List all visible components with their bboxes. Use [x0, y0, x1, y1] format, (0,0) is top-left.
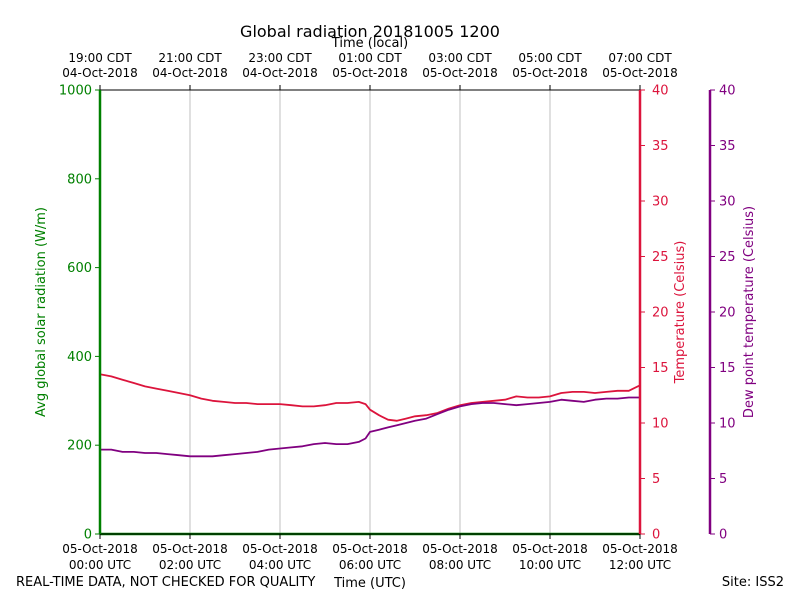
y-axis-label-right: Temperature (Celsius) — [673, 241, 688, 385]
right2-tick-label: 5 — [719, 472, 727, 487]
x-tick-label-top-date: 04-Oct-2018 — [242, 66, 318, 80]
x-tick-label-bottom-time: 12:00 UTC — [609, 558, 671, 572]
left-tick-label: 200 — [67, 439, 92, 454]
right2-tick-label: 40 — [719, 84, 736, 99]
series-line-2 — [100, 396, 640, 458]
x-tick-label-bottom-date: 05-Oct-2018 — [152, 542, 228, 556]
x-tick-label-top-date: 05-Oct-2018 — [602, 66, 678, 80]
chart-title: Global radiation 20181005 1200 — [240, 22, 500, 41]
left-tick-label: 600 — [67, 261, 92, 276]
left-tick-label: 0 — [84, 528, 92, 543]
x-tick-label-top-time: 03:00 CDT — [428, 51, 492, 65]
right2-tick-label: 35 — [719, 139, 736, 154]
x-tick-label-bottom-time: 10:00 UTC — [519, 558, 581, 572]
right2-tick-label: 15 — [719, 361, 736, 376]
x-tick-label-bottom-time: 04:00 UTC — [249, 558, 311, 572]
x-tick-label-top-time: 01:00 CDT — [338, 51, 402, 65]
right-tick-label: 25 — [652, 250, 669, 265]
right-tick-label: 35 — [652, 139, 669, 154]
x-tick-label-top-date: 05-Oct-2018 — [512, 66, 588, 80]
axes: 0200400600800100005101520253035400510152… — [59, 51, 736, 572]
x-tick-label-bottom-date: 05-Oct-2018 — [512, 542, 588, 556]
x-label-top: Time (local) — [331, 36, 408, 51]
x-tick-label-top-date: 05-Oct-2018 — [332, 66, 408, 80]
right2-tick-label: 10 — [719, 417, 736, 432]
x-tick-label-top-time: 07:00 CDT — [608, 51, 672, 65]
x-tick-label-bottom-time: 02:00 UTC — [159, 558, 221, 572]
x-label-bottom: Time (UTC) — [333, 576, 406, 591]
left-tick-label: 800 — [67, 172, 92, 187]
x-tick-label-top-time: 21:00 CDT — [158, 51, 222, 65]
quality-disclaimer: REAL-TIME DATA, NOT CHECKED FOR QUALITY — [16, 575, 316, 590]
series-line-1 — [99, 373, 641, 422]
x-tick-label-bottom-date: 05-Oct-2018 — [422, 542, 498, 556]
x-tick-label-bottom-time: 00:00 UTC — [69, 558, 131, 572]
x-tick-label-bottom-date: 05-Oct-2018 — [602, 542, 678, 556]
right2-tick-label: 30 — [719, 195, 736, 210]
x-tick-label-bottom-time: 08:00 UTC — [429, 558, 491, 572]
right-tick-label: 15 — [652, 361, 669, 376]
x-tick-label-top-time: 19:00 CDT — [68, 51, 132, 65]
y-axis-label-left: Avg global solar radiation (W/m) — [34, 207, 49, 417]
right-tick-label: 0 — [652, 528, 660, 543]
site-label: Site: ISS2 — [721, 575, 784, 590]
x-tick-label-bottom-date: 05-Oct-2018 — [332, 542, 408, 556]
x-tick-label-top-date: 04-Oct-2018 — [152, 66, 228, 80]
left-tick-label: 1000 — [59, 84, 92, 99]
x-tick-label-top-time: 05:00 CDT — [518, 51, 582, 65]
x-tick-label-top-date: 04-Oct-2018 — [62, 66, 138, 80]
x-tick-label-top-date: 05-Oct-2018 — [422, 66, 498, 80]
right2-tick-label: 25 — [719, 250, 736, 265]
x-tick-label-bottom-date: 05-Oct-2018 — [242, 542, 318, 556]
right2-tick-label: 0 — [719, 528, 727, 543]
right-tick-label: 40 — [652, 84, 669, 99]
y-axis-label-right2: Dew point temperature (Celsius) — [742, 206, 757, 418]
x-tick-label-bottom-time: 06:00 UTC — [339, 558, 401, 572]
right-tick-label: 10 — [652, 417, 669, 432]
x-tick-label-bottom-date: 05-Oct-2018 — [62, 542, 138, 556]
right-tick-label: 5 — [652, 472, 660, 487]
left-tick-label: 400 — [67, 350, 92, 365]
right-tick-label: 20 — [652, 306, 669, 321]
right-tick-label: 30 — [652, 195, 669, 210]
grid-lines — [189, 90, 551, 534]
x-tick-label-top-time: 23:00 CDT — [248, 51, 312, 65]
right2-tick-label: 20 — [719, 306, 736, 321]
